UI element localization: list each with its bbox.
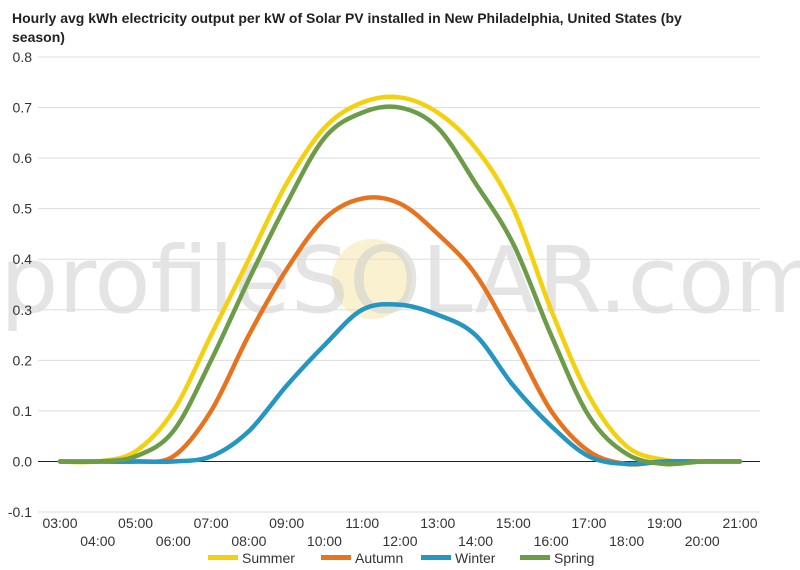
series-lines — [57, 94, 743, 467]
legend-label-winter: Winter — [455, 550, 496, 566]
x-tick-label: 03:00 — [42, 515, 77, 531]
series-line-summer — [57, 94, 743, 465]
x-tick-label: 18:00 — [609, 533, 644, 549]
y-tick-label: -0.1 — [8, 504, 32, 520]
legend-swatch-autumn — [321, 555, 351, 560]
series-line-winter — [57, 301, 743, 467]
y-tick-label: 0.0 — [13, 453, 33, 469]
y-axis: 0.8 0.7 0.6 0.5 0.4 0.3 0.2 0.1 0.0 -0.1 — [8, 49, 32, 520]
x-tick-label: 19:00 — [647, 515, 682, 531]
y-tick-label: 0.2 — [13, 352, 33, 368]
legend-swatch-spring — [520, 555, 550, 560]
legend-label-spring: Spring — [554, 550, 594, 566]
legend-label-summer: Summer — [242, 550, 295, 566]
x-tick-label: 05:00 — [118, 515, 153, 531]
x-axis: 03:0004:0005:0006:0007:0008:0009:0010:00… — [42, 515, 757, 549]
x-tick-label: 11:00 — [345, 515, 379, 531]
x-tick-label: 20:00 — [685, 533, 720, 549]
series-line-spring — [57, 104, 743, 467]
x-tick-label: 13:00 — [420, 515, 455, 531]
x-tick-label: 09:00 — [269, 515, 304, 531]
x-tick-label: 15:00 — [496, 515, 531, 531]
x-tick-label: 04:00 — [80, 533, 115, 549]
x-tick-label: 07:00 — [194, 515, 229, 531]
y-tick-label: 0.3 — [13, 302, 33, 318]
chart-title-line-2: season) — [12, 29, 65, 45]
y-tick-label: 0.5 — [13, 201, 33, 217]
watermark: profileSOLAR.com — [0, 227, 800, 334]
legend-swatch-winter — [421, 555, 451, 560]
x-tick-label: 21:00 — [722, 515, 757, 531]
x-tick-label: 16:00 — [534, 533, 569, 549]
x-tick-label: 14:00 — [458, 533, 493, 549]
legend: Summer Autumn Winter Spring — [208, 550, 594, 566]
legend-label-autumn: Autumn — [355, 550, 403, 566]
y-tick-label: 0.8 — [13, 49, 33, 65]
x-tick-label: 10:00 — [307, 533, 342, 549]
y-tick-label: 0.6 — [13, 150, 33, 166]
x-tick-label: 08:00 — [231, 533, 266, 549]
y-tick-label: 0.4 — [13, 251, 33, 267]
y-tick-label: 0.1 — [13, 403, 33, 419]
chart-title-line-1: Hourly avg kWh electricity output per kW… — [12, 10, 682, 26]
x-tick-label: 17:00 — [571, 515, 606, 531]
y-tick-label: 0.7 — [13, 100, 33, 116]
x-tick-label: 06:00 — [156, 533, 191, 549]
x-tick-label: 12:00 — [382, 533, 417, 549]
legend-swatch-summer — [208, 555, 238, 560]
